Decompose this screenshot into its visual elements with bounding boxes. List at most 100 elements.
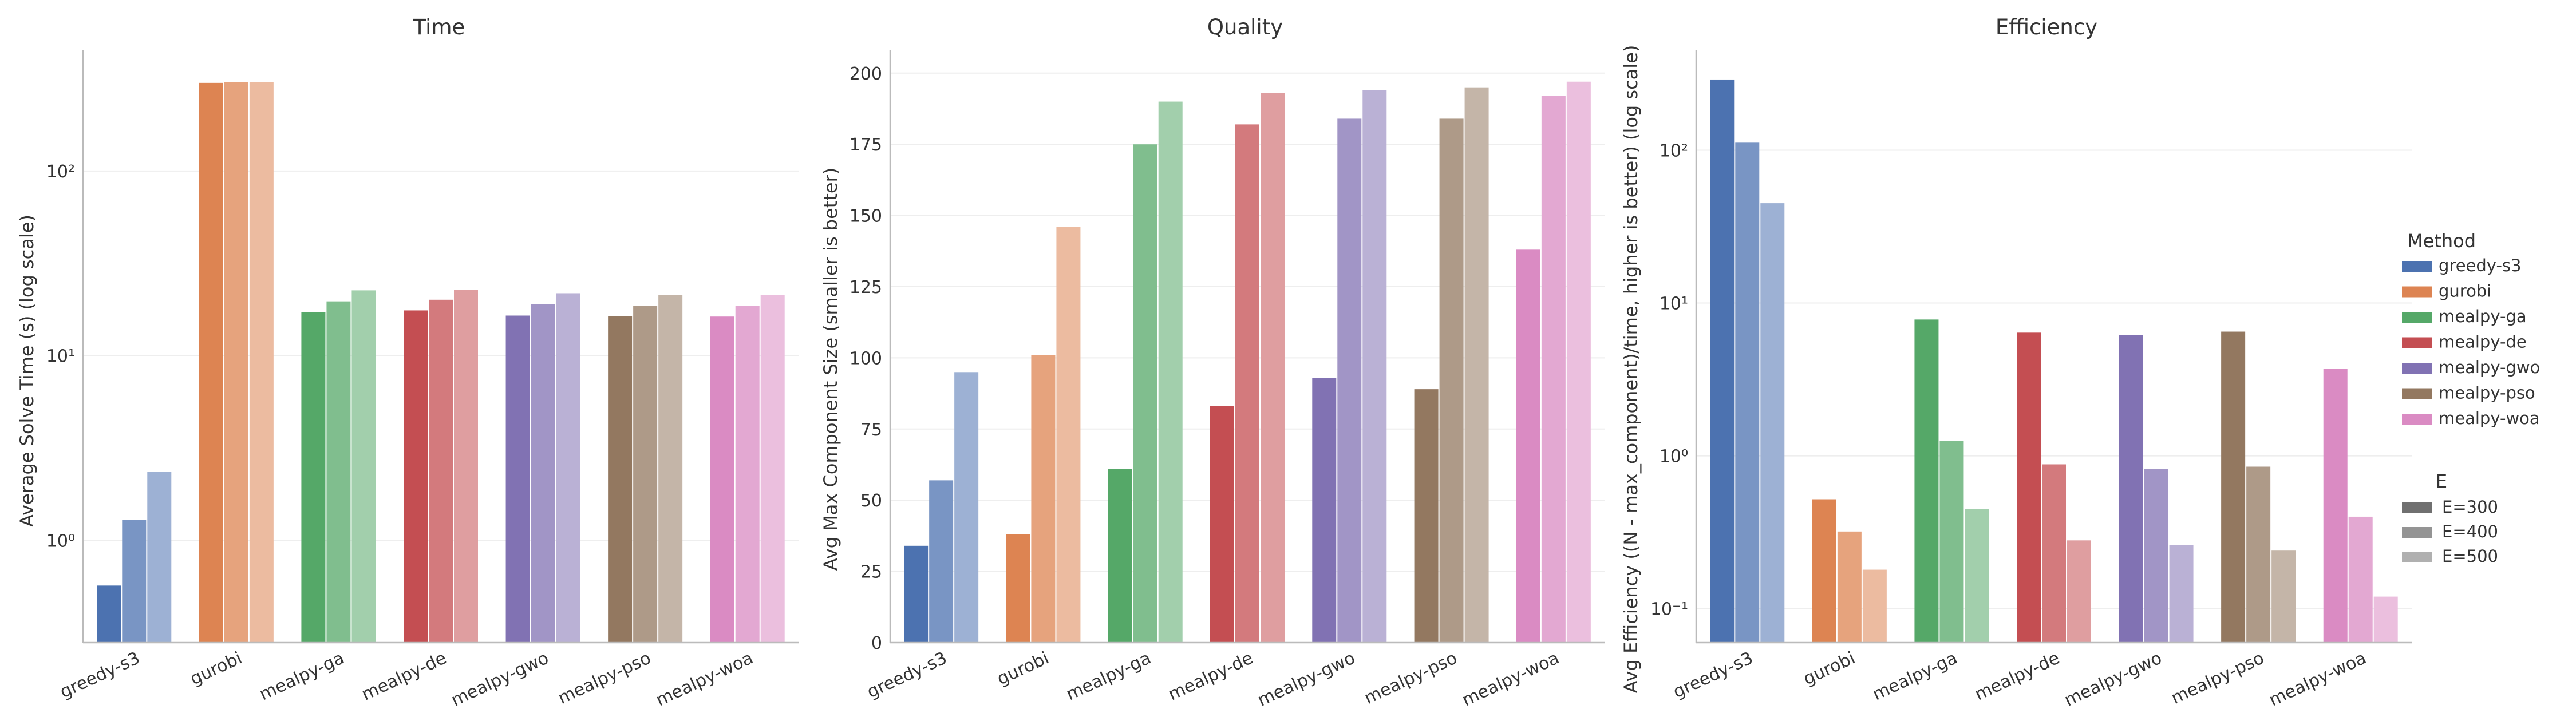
legend-method-title: Method — [2407, 230, 2476, 252]
x-tick-label: mealpy-pso — [2168, 648, 2267, 708]
x-tick-label: mealpy-de — [1165, 648, 1256, 705]
efficiency-y-ticks: 10⁻¹ 10⁰ 10¹ 10² — [1650, 141, 1688, 619]
bar-gurobi-E=300 — [1812, 499, 1836, 643]
x-tick-label: mealpy-gwo — [1255, 648, 1358, 711]
bar-mealpy-pso-E=300 — [1414, 389, 1439, 643]
bar-mealpy-woa-E=300 — [1516, 249, 1540, 643]
bar-mealpy-woa-E=500 — [2373, 596, 2398, 643]
bar-mealpy-ga-E=400 — [326, 301, 351, 643]
x-tick-label: mealpy-gwo — [2061, 648, 2165, 711]
bar-mealpy-de-E=300 — [404, 310, 428, 643]
efficiency-y-axis-label: Avg Efficiency ((N - max_component)/time… — [1620, 45, 1642, 694]
legend-label-greedy-s3: greedy-s3 — [2439, 256, 2521, 275]
legend-label-mealpy-ga: mealpy-ga — [2439, 307, 2527, 326]
y-tick-label: 125 — [850, 278, 882, 298]
legend-label-E=500: E=500 — [2442, 546, 2498, 566]
legend-label-mealpy-gwo: mealpy-gwo — [2439, 358, 2540, 377]
bar-mealpy-ga-E=500 — [1965, 509, 1989, 643]
time-y-ticks: 10⁰ 10¹ 10² — [46, 162, 75, 552]
x-tick-label: mealpy-pso — [1361, 648, 1460, 708]
efficiency-axes — [1695, 50, 2412, 644]
y-tick-label: 25 — [860, 562, 882, 583]
legend-e-entries: E=300 E=400 E=500 — [2402, 497, 2498, 566]
x-tick-label: mealpy-ga — [1063, 648, 1154, 705]
bar-mealpy-pso-E=400 — [2246, 466, 2271, 643]
y-tick-label: 75 — [860, 420, 882, 440]
bar-gurobi-E=400 — [1031, 355, 1056, 643]
bar-mealpy-de-E=400 — [2042, 464, 2066, 643]
x-tick-label: mealpy-woa — [1459, 648, 1562, 711]
legend-swatch-E=300 — [2402, 502, 2432, 513]
efficiency-bars — [1710, 79, 2398, 643]
bar-mealpy-pso-E=400 — [633, 306, 658, 643]
legend-e-title: E — [2436, 470, 2447, 492]
y-tick-label: 50 — [860, 491, 882, 511]
efficiency-panel: Efficiency 10⁻¹ 10⁰ 10¹ 10² greedy-s3 gurobi… — [1620, 15, 2412, 711]
bar-mealpy-de-E=400 — [429, 299, 453, 643]
bar-mealpy-de-E=500 — [2067, 540, 2091, 643]
bar-mealpy-pso-E=300 — [2221, 331, 2246, 643]
bar-mealpy-ga-E=400 — [1133, 144, 1157, 643]
x-tick-label: greedy-s3 — [1670, 648, 1756, 703]
bar-mealpy-gwo-E=400 — [2144, 469, 2168, 643]
legend-label-mealpy-de: mealpy-de — [2439, 332, 2527, 352]
bar-gurobi-E=500 — [1862, 569, 1887, 643]
bar-greedy-s3-E=400 — [1735, 142, 1760, 643]
y-tick-label: 10² — [46, 162, 75, 182]
bar-mealpy-woa-E=300 — [2323, 369, 2348, 643]
bar-gurobi-E=500 — [249, 82, 274, 643]
x-tick-label: mealpy-woa — [2266, 648, 2369, 711]
legend-label-E=300: E=300 — [2442, 497, 2498, 517]
legend-swatch-mealpy-woa — [2402, 414, 2432, 425]
legend-swatch-mealpy-gwo — [2402, 363, 2432, 374]
bar-mealpy-gwo-E=500 — [2169, 545, 2194, 643]
bar-mealpy-gwo-E=300 — [1312, 378, 1337, 643]
efficiency-x-ticks: greedy-s3 gurobi mealpy-ga mealpy-demealpy-… — [1670, 648, 2369, 711]
y-tick-label: 10² — [1660, 141, 1688, 161]
bar-mealpy-de-E=500 — [1261, 93, 1285, 643]
bar-mealpy-de-E=400 — [1235, 124, 1259, 643]
y-tick-label: 10⁰ — [46, 532, 75, 552]
legend-label-gurobi: gurobi — [2439, 282, 2491, 301]
quality-y-ticks: 0 25 50 75 100 125 150 175 200 — [850, 64, 882, 653]
x-tick-label: gurobi — [1800, 648, 1858, 690]
legend-swatch-mealpy-pso — [2402, 388, 2432, 399]
bar-mealpy-pso-E=500 — [2271, 550, 2296, 643]
bar-mealpy-gwo-E=400 — [531, 304, 555, 643]
x-tick-label: mealpy-ga — [256, 648, 347, 705]
bar-gurobi-E=400 — [224, 82, 248, 643]
legend-swatch-E=500 — [2402, 552, 2432, 562]
bar-mealpy-ga-E=500 — [351, 290, 376, 643]
legend-swatch-mealpy-de — [2402, 337, 2432, 348]
x-tick-label: mealpy-pso — [555, 648, 654, 708]
y-tick-label: 200 — [850, 64, 882, 84]
bar-mealpy-gwo-E=300 — [2119, 335, 2143, 643]
legend-swatch-E=400 — [2402, 527, 2432, 538]
y-tick-label: 100 — [850, 348, 882, 369]
x-tick-label: mealpy-de — [1971, 648, 2063, 705]
y-tick-label: 10¹ — [1660, 294, 1688, 314]
bar-mealpy-gwo-E=500 — [1362, 90, 1387, 643]
x-tick-label: mealpy-gwo — [448, 648, 552, 711]
bar-mealpy-woa-E=400 — [2348, 516, 2373, 643]
y-tick-label: 150 — [850, 207, 882, 227]
legend-swatch-greedy-s3 — [2402, 261, 2432, 272]
bar-mealpy-pso-E=300 — [608, 316, 633, 643]
legend-swatch-gurobi — [2402, 286, 2432, 298]
time-y-axis-label: Average Solve Time (s) (log scale) — [16, 215, 38, 527]
bar-mealpy-woa-E=500 — [1566, 81, 1591, 643]
legend-label-mealpy-pso: mealpy-pso — [2439, 383, 2535, 403]
y-tick-label: 0 — [871, 633, 882, 653]
bar-mealpy-de-E=500 — [454, 290, 478, 643]
legend-label-E=400: E=400 — [2442, 522, 2498, 541]
time-axes — [82, 50, 799, 644]
legend-method-entries: greedy-s3 gurobi mealpy-ga mealpy-de mealpy-… — [2402, 256, 2540, 428]
bar-mealpy-ga-E=400 — [1939, 441, 1964, 643]
x-tick-label: greedy-s3 — [864, 648, 950, 703]
y-tick-label: 10¹ — [46, 347, 75, 367]
x-tick-label: mealpy-ga — [1870, 648, 1961, 705]
bar-greedy-s3-E=500 — [1760, 203, 1785, 643]
quality-y-axis-label: Avg Max Component Size (smaller is bette… — [820, 168, 841, 571]
x-tick-label: gurobi — [994, 648, 1052, 690]
